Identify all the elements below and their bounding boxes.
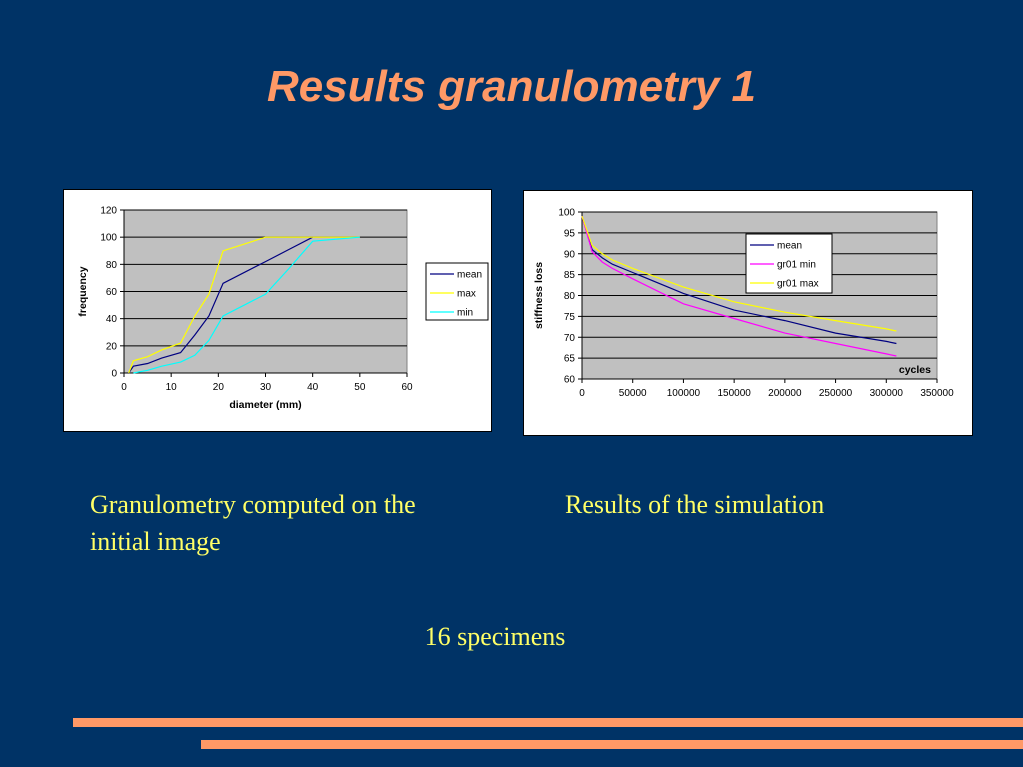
y-tick-label: 60 [106, 287, 118, 298]
series-line-gr01-max [581, 216, 897, 332]
x-tick-label: 60 [401, 382, 413, 393]
x-tick-label: 200000 [768, 388, 802, 399]
caption-simulation: Results of the simulation [565, 490, 825, 519]
stiffness-chart: 60 65 70 75 80 85 90 95 100 0 50000 100000 150000 200… [523, 190, 973, 436]
legend-label: gr01 max [777, 279, 819, 290]
x-tick-label: 300000 [870, 388, 904, 399]
y-tick-label: 0 [111, 369, 117, 380]
x-axis-label: cycles [899, 364, 931, 376]
x-tick-label: 30 [260, 382, 272, 393]
x-tick-label: 250000 [819, 388, 853, 399]
x-tick-label: 100000 [667, 388, 701, 399]
y-tick-label: 60 [564, 375, 576, 386]
y-tick-label: 95 [564, 228, 576, 239]
stiffness-chart-svg: 60 65 70 75 80 85 90 95 100 0 50000 100000 150000 200… [533, 208, 954, 400]
legend-box [425, 262, 489, 321]
legend-label: gr01 min [777, 260, 816, 271]
series-line-mean [128, 236, 313, 374]
y-tick-label: 100 [100, 233, 117, 244]
y-tick-label: 80 [106, 260, 118, 271]
y-tick-label: 75 [564, 312, 576, 323]
legend-label: min [457, 308, 473, 319]
granulometry-chart-svg: 0 20 40 60 80 100 120 0 10 20 30 40 50 60 diameter (mm… [77, 206, 489, 411]
decorative-stripe-top [73, 718, 1023, 727]
y-tick-label: 80 [564, 291, 576, 302]
x-tick-label: 0 [121, 382, 127, 393]
granulometry-chart: 0 20 40 60 80 100 120 0 10 20 30 40 50 60 diameter (mm… [63, 189, 492, 432]
x-axis-label: diameter (mm) [229, 399, 301, 411]
legend-label: mean [457, 270, 482, 281]
decorative-stripe-bottom [201, 740, 1023, 749]
y-tick-label: 120 [100, 206, 117, 217]
series-line-max [128, 236, 360, 374]
slide-title: Results granulometry 1 [266, 62, 757, 111]
x-tick-label: 350000 [920, 388, 954, 399]
y-tick-label: 85 [564, 270, 576, 281]
legend-label: max [457, 289, 476, 300]
caption-specimens: 16 specimens [424, 622, 566, 651]
y-axis-label: stiffness loss [533, 262, 545, 329]
series-line-mean [581, 216, 897, 345]
x-tick-label: 50 [354, 382, 366, 393]
x-tick-label: 10 [166, 382, 178, 393]
y-tick-label: 90 [564, 249, 576, 260]
y-tick-label: 20 [106, 341, 118, 352]
x-tick-label: 20 [213, 382, 225, 393]
series-line-gr01-min [581, 216, 897, 357]
x-tick-label: 0 [579, 388, 585, 399]
y-tick-label: 40 [106, 314, 118, 325]
y-tick-label: 100 [558, 208, 575, 219]
caption-granulometry: Granulometry computed on the initial ima… [90, 490, 416, 556]
y-tick-label: 70 [564, 333, 576, 344]
x-tick-label: 150000 [717, 388, 751, 399]
legend-label: mean [777, 241, 802, 252]
y-axis-label: frequency [77, 266, 89, 316]
series-line-min [133, 236, 360, 374]
x-tick-label: 50000 [619, 388, 647, 399]
y-tick-label: 65 [564, 354, 576, 365]
x-tick-label: 40 [307, 382, 319, 393]
